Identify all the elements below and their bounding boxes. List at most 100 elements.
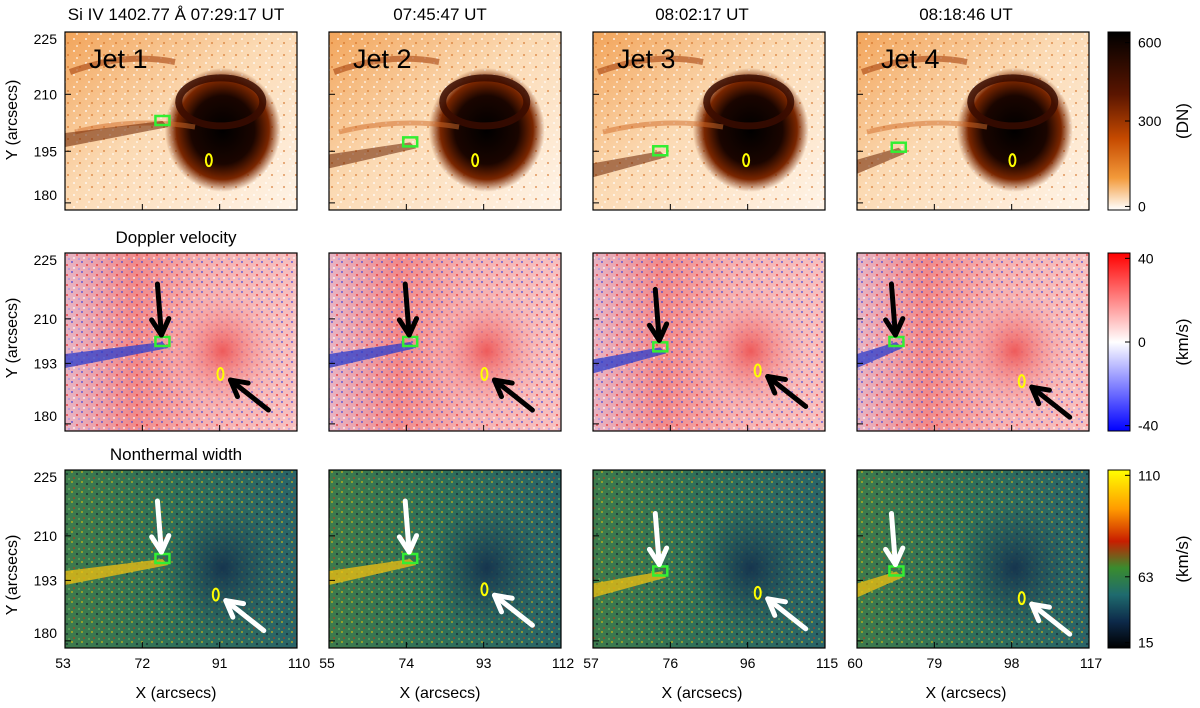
x-axis-label-col4: X (arcsecs): [926, 685, 1007, 702]
colorbar-unit-doppler: (km/s): [1173, 318, 1192, 365]
colorbar-tick-doppler-1: 0: [1138, 334, 1146, 350]
y-tick-doppler-0: 225: [34, 252, 58, 268]
x-tick-col3-2: 96: [740, 655, 756, 671]
panel-nonthermal-2: 55 74 93 112: [319, 469, 574, 671]
loop-region-nonthermal-1: [160, 501, 285, 634]
x-axis-label-col2: X (arcsecs): [400, 685, 481, 702]
colorbar-intensity: 600 300 0 (DN): [1107, 31, 1192, 214]
panel-frame-nonthermal-2: [328, 469, 562, 649]
panel-doppler-1: 225 210 193 180: [34, 252, 298, 432]
jet-box-intensity-1: [154, 114, 171, 127]
panel-nonthermal-1: 225 210 193 180 53 72 91 110: [34, 469, 311, 671]
x-tick-col3-3: 115: [816, 655, 839, 671]
panel-frame-intensity-2: [328, 31, 562, 211]
jet-label-4: Jet 4: [881, 44, 940, 74]
colorbar-tick-nonthermal-1: 63: [1138, 569, 1154, 585]
jet-ray-intensity-2: [329, 142, 417, 169]
fibril-lower-1: [74, 120, 196, 135]
column-title-2: 07:45:47 UT: [393, 5, 487, 24]
y-tick-nonthermal-2: 193: [34, 572, 58, 588]
jet-ray-nonthermal-3: [593, 571, 667, 598]
panel-grid: Jet 1 225 210 195 180 Jet 2 Jet 3 Jet 4 225 210 19…: [34, 31, 1103, 671]
y-axis-label-row1: Y (arcsecs): [4, 80, 21, 161]
row-title-doppler: Doppler velocity: [116, 228, 237, 247]
loop-marker-intensity-3: [742, 153, 751, 168]
jet-box-intensity-4: [890, 141, 908, 153]
panel-doppler-3: [592, 252, 826, 432]
jet-ray-intensity-1: [65, 121, 169, 147]
y-tick-doppler-2: 193: [34, 355, 58, 371]
x-tick-col1-3: 110: [288, 655, 311, 671]
loop-marker-nonthermal-2: [480, 582, 489, 597]
loop-region-doppler-3: [688, 284, 813, 417]
y-tick-intensity-3: 180: [34, 187, 58, 203]
panel-doppler-2: [328, 252, 562, 432]
jet-ray-doppler-3: [593, 347, 667, 374]
jet-label-3: Jet 3: [617, 44, 676, 74]
loop-arc-3: [703, 74, 795, 130]
panel-frame-intensity-3: [592, 31, 826, 211]
loop-marker-nonthermal-1: [211, 587, 220, 602]
panel-nonthermal-4: 60 79 98 117: [847, 469, 1103, 671]
jet-ray-intensity-3: [593, 151, 667, 178]
jet-ray-doppler-2: [329, 342, 417, 368]
loop-region-doppler-1: [160, 284, 285, 417]
arrow-jet-nonthermal-2: [396, 498, 420, 555]
panel-frame-doppler-2: [328, 252, 562, 432]
jet-ray-nonthermal-2: [329, 559, 417, 585]
loop-region-nonthermal-4: [952, 501, 1077, 634]
x-tick-col4-1: 79: [927, 655, 943, 671]
colorbar-doppler: 40 0 -40 (km/s): [1107, 250, 1192, 434]
loop-marker-intensity-4: [1008, 153, 1017, 168]
x-axis-label-col3: X (arcsecs): [662, 685, 743, 702]
x-tick-col4-3: 117: [1080, 655, 1103, 671]
panel-frame-doppler-1: [64, 252, 298, 432]
fibril-lower-3: [602, 120, 724, 135]
loop-marker-doppler-2: [480, 367, 489, 382]
arrow-loop-doppler-2: [491, 377, 535, 413]
colorbar-tick-nonthermal-0: 110: [1138, 467, 1161, 483]
column-title-4: 08:18:46 UT: [919, 5, 1013, 24]
panel-intensity-3: Jet 3: [592, 31, 826, 211]
jet-box-intensity-2: [401, 136, 419, 148]
jet-ray-doppler-1: [65, 342, 169, 368]
fibril-1: [68, 55, 176, 75]
panel-nonthermal-3: 57 76 96 115: [583, 469, 839, 671]
jet-label-1: Jet 1: [89, 44, 148, 74]
column-title-1: Si IV 1402.77 Å 07:29:17 UT: [68, 5, 284, 24]
x-tick-col3-0: 57: [583, 655, 599, 671]
y-tick-nonthermal-3: 180: [34, 625, 58, 641]
panel-intensity-4: Jet 4: [856, 31, 1090, 211]
loop-region-doppler-4: [952, 284, 1077, 417]
loop-region-intensity-4: [956, 67, 1073, 192]
panel-doppler-4: [856, 252, 1090, 432]
x-tick-col1-2: 91: [212, 655, 228, 671]
y-tick-intensity-2: 195: [34, 143, 58, 159]
loop-marker-doppler-4: [1017, 374, 1026, 389]
colorbar-group: 600 300 0 (DN) 40 0 -40 (km/s) 110 63 15 (km/s): [1107, 31, 1192, 651]
panel-frame-nonthermal-4: [856, 469, 1090, 649]
fibril-2: [332, 55, 440, 75]
x-tick-col4-2: 98: [1004, 655, 1020, 671]
panel-frame-nonthermal-1: [64, 469, 298, 649]
colorbar-tick-doppler-2: -40: [1138, 418, 1158, 434]
loop-marker-doppler-3: [753, 363, 762, 378]
jet-label-2: Jet 2: [353, 44, 412, 74]
y-axis-label-row3: Y (arcsecs): [4, 535, 21, 616]
x-tick-col2-0: 55: [319, 655, 335, 671]
panel-frame-doppler-3: [592, 252, 826, 432]
arrow-jet-doppler-3: [646, 286, 670, 343]
colorbar-tick-intensity-1: 300: [1138, 113, 1162, 129]
x-axis-label-col1: X (arcsecs): [136, 685, 217, 702]
arrow-loop-doppler-3: [765, 373, 809, 409]
x-tick-col1-1: 72: [135, 655, 151, 671]
x-tick-col2-1: 74: [399, 655, 415, 671]
loop-region-doppler-2: [424, 284, 549, 417]
column-title-3: 08:02:17 UT: [655, 5, 749, 24]
loop-marker-doppler-1: [216, 367, 225, 382]
jet-ray-nonthermal-4: [857, 571, 903, 598]
loop-arc-2: [439, 74, 531, 130]
colorbar-tick-intensity-2: 0: [1138, 198, 1146, 214]
arrow-jet-doppler-4: [883, 281, 906, 338]
arrow-loop-doppler-1: [227, 377, 271, 413]
